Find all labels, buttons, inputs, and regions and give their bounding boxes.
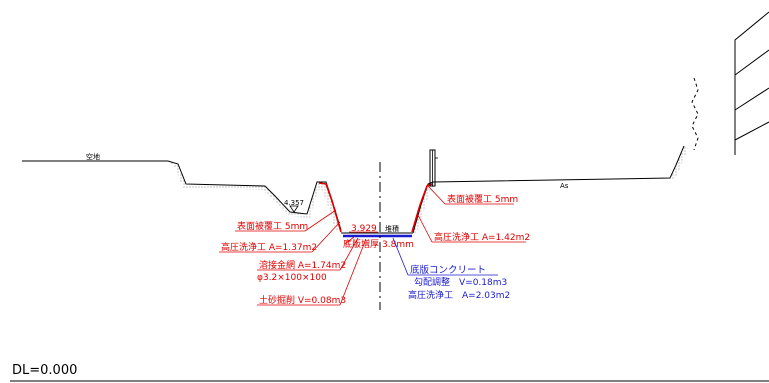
label-bed-raise: 底版増厚: [343, 238, 379, 250]
label-right-ground: As: [560, 182, 569, 190]
label-slab-hp-wash: 高圧洗浄工 A=2.03m2: [408, 289, 510, 301]
label-right-hp-wash: 高圧洗浄工 A=1.42m2: [434, 231, 530, 243]
ground-line-left: [22, 160, 342, 231]
label-right-bed: 堆積: [385, 224, 399, 233]
soil-hatch-far-right: [670, 146, 688, 180]
label-wire-mesh-spec: φ3.2×100×100: [257, 273, 327, 283]
water-level-icon: [289, 205, 299, 213]
label-slab-concrete: 底版コンクリート: [410, 264, 486, 276]
label-datum: DL=0.000: [12, 363, 77, 378]
label-wire-mesh: 溶接金網 A=1.74m2: [259, 259, 346, 271]
soil-hatch-left: [170, 162, 341, 232]
ground-line-right: [412, 145, 685, 234]
coating-left-wall: [318, 182, 342, 233]
label-excavation: 土砂掘削 V=0.08m3: [259, 294, 346, 306]
building-outline: [734, 11, 769, 155]
label-bed-raise-mm: 3.8mm: [382, 240, 414, 250]
label-left-surface-coat: 表面被覆工 5mm: [237, 220, 308, 232]
label-slope-adjust: 勾配調整 V=0.18m3: [414, 276, 507, 288]
boundary-dashed: [691, 77, 699, 151]
label-left-hp-wash: 高圧洗浄工 A=1.37m2: [221, 241, 317, 253]
label-bed-level: 3.929: [351, 224, 377, 234]
label-left-ground: 空地: [86, 152, 100, 161]
label-water-level: 4.357: [284, 199, 304, 207]
soil-hatch-right: [413, 182, 436, 233]
label-right-surface-coat: 表面被覆工 5mm: [447, 193, 518, 205]
